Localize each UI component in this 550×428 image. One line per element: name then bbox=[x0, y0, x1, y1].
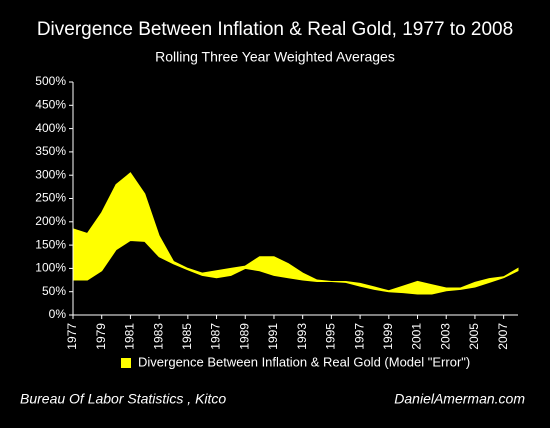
x-tick-label: 1981 bbox=[123, 323, 137, 350]
credit: DanielAmerman.com bbox=[394, 391, 525, 407]
y-tick-label: 400% bbox=[35, 121, 66, 135]
x-tick-label: 1999 bbox=[381, 323, 395, 350]
legend-swatch bbox=[121, 358, 131, 368]
range-area bbox=[72, 172, 519, 295]
x-tick-label: 1977 bbox=[65, 323, 79, 350]
y-tick-label: 500% bbox=[35, 74, 66, 88]
x-tick-label: 1985 bbox=[180, 323, 194, 350]
y-tick-label: 200% bbox=[35, 214, 66, 228]
y-tick-label: 100% bbox=[35, 261, 66, 275]
y-tick-label: 150% bbox=[35, 237, 66, 251]
chart-subtitle: Rolling Three Year Weighted Averages bbox=[155, 49, 395, 65]
y-tick-label: 350% bbox=[35, 144, 66, 158]
y-tick-label: 50% bbox=[42, 284, 66, 298]
x-tick-label: 1993 bbox=[295, 323, 309, 350]
x-tick-label: 1997 bbox=[352, 323, 366, 350]
y-tick-label: 250% bbox=[35, 191, 66, 205]
x-tick-label: 1983 bbox=[151, 323, 165, 350]
source: Bureau Of Labor Statistics , Kitco bbox=[20, 391, 226, 407]
x-tick-label: 1991 bbox=[266, 323, 280, 350]
x-tick-label: 2001 bbox=[410, 323, 424, 350]
y-tick-label: 0% bbox=[49, 307, 67, 321]
y-tick-label: 450% bbox=[35, 97, 66, 111]
x-tick-label: 1987 bbox=[209, 323, 223, 350]
x-tick-label: 2005 bbox=[467, 323, 481, 350]
x-tick-label: 1989 bbox=[237, 323, 251, 350]
y-tick-label: 300% bbox=[35, 167, 66, 181]
x-tick-label: 1979 bbox=[94, 323, 108, 350]
legend-label: Divergence Between Inflation & Real Gold… bbox=[138, 354, 470, 369]
x-tick-label: 2003 bbox=[438, 323, 452, 350]
x-tick-label: 2007 bbox=[496, 323, 510, 350]
chart-title: Divergence Between Inflation & Real Gold… bbox=[37, 19, 513, 40]
x-tick-label: 1995 bbox=[324, 323, 338, 350]
